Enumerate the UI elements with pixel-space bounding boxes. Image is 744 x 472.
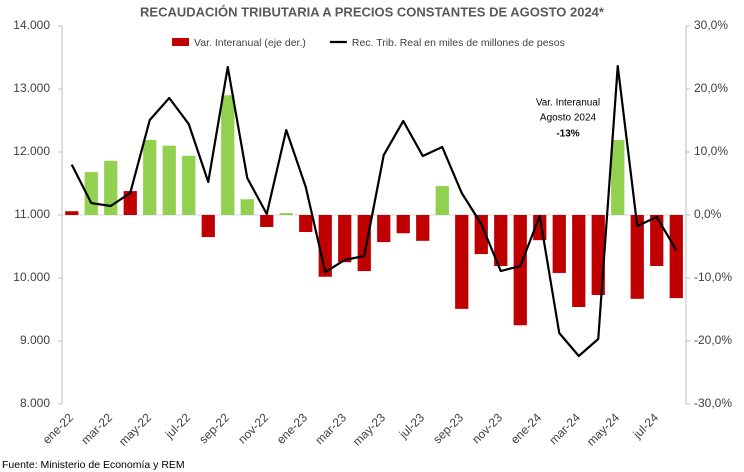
annotation: Var. Interanual (536, 98, 600, 109)
bar (182, 155, 196, 215)
x-tick-label: ene-24 (508, 410, 545, 447)
annotation: Agosto 2024 (540, 113, 597, 124)
bar (591, 215, 605, 296)
x-tick-label: may-23 (350, 410, 388, 448)
legend-label: Rec. Trib. Real en miles de millones de … (352, 37, 565, 49)
y-tick-label: 14.000 (13, 18, 50, 32)
y-tick-label: 13.000 (13, 81, 50, 95)
bar (143, 140, 157, 215)
y2-tick-label: 30,0% (694, 18, 728, 32)
bar (221, 95, 235, 215)
x-tick-label: may-24 (584, 410, 622, 448)
y2-tick-label: 0,0% (694, 207, 722, 221)
y-tick-label: 10.000 (13, 270, 50, 284)
bar (455, 215, 469, 309)
bar (669, 215, 683, 299)
y2-tick-label: -30,0% (694, 396, 732, 410)
x-tick-label: sep-23 (430, 410, 466, 446)
bar (65, 211, 79, 215)
bar (435, 186, 449, 215)
chart-title: RECAUDACIÓN TRIBUTARIA A PRECIOS CONSTAN… (140, 4, 605, 19)
y-tick-label: 8.000 (20, 396, 50, 410)
bar (474, 215, 488, 255)
y-tick-label: 9.000 (20, 333, 50, 347)
y-tick-label: 11.000 (14, 207, 50, 221)
x-tick-label: mar-22 (78, 410, 115, 447)
bar (357, 215, 371, 272)
bar (416, 215, 430, 241)
bar (299, 215, 313, 233)
bar (279, 213, 293, 215)
x-tick-label: sep-22 (196, 410, 232, 446)
x-tick-label: ene-23 (274, 410, 311, 447)
x-tick-label: ene-22 (40, 410, 77, 447)
bar (240, 199, 254, 215)
line (70, 64, 678, 358)
x-tick-label: jul-24 (630, 410, 662, 442)
annotation: -13% (556, 129, 579, 140)
bar (611, 140, 625, 215)
bar (572, 215, 586, 307)
bar (338, 215, 352, 263)
bar (260, 215, 274, 227)
x-tick-label: mar-24 (546, 410, 583, 447)
y2-tick-label: -20,0% (694, 333, 732, 347)
legend-swatch (172, 38, 189, 46)
bar (201, 215, 215, 238)
y2-tick-label: 20,0% (694, 81, 728, 95)
x-tick-label: nov-22 (235, 410, 271, 446)
x-tick-label: jul-22 (162, 410, 194, 442)
bar (650, 215, 664, 267)
y-tick-label: 12.000 (13, 144, 50, 158)
bar (630, 215, 644, 299)
y2-tick-label: -10,0% (694, 270, 732, 284)
bar (396, 215, 410, 234)
bar (552, 215, 566, 273)
bar (104, 160, 118, 215)
x-tick-label: nov-23 (469, 410, 505, 446)
bar (162, 145, 176, 215)
y2-tick-label: 10,0% (694, 144, 728, 158)
legend-label: Var. Interanual (eje der.) (194, 37, 306, 49)
source: Fuente: Ministerio de Economía y REM (2, 459, 185, 471)
bar (513, 215, 527, 326)
bar (123, 191, 137, 215)
bar (494, 215, 508, 267)
x-tick-label: may-22 (116, 410, 154, 448)
x-tick-label: mar-23 (312, 410, 349, 447)
bar (377, 215, 391, 243)
x-tick-label: jul-23 (396, 410, 428, 442)
